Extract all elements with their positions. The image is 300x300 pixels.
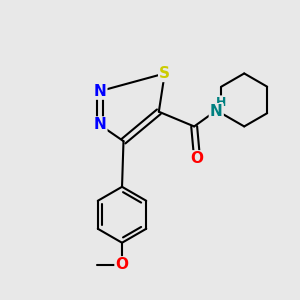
Text: N: N (94, 118, 106, 133)
Text: N: N (94, 84, 106, 99)
Text: S: S (159, 66, 170, 81)
Text: O: O (190, 151, 204, 166)
Text: O: O (116, 257, 128, 272)
Text: H: H (215, 96, 226, 110)
Text: N: N (210, 104, 223, 119)
